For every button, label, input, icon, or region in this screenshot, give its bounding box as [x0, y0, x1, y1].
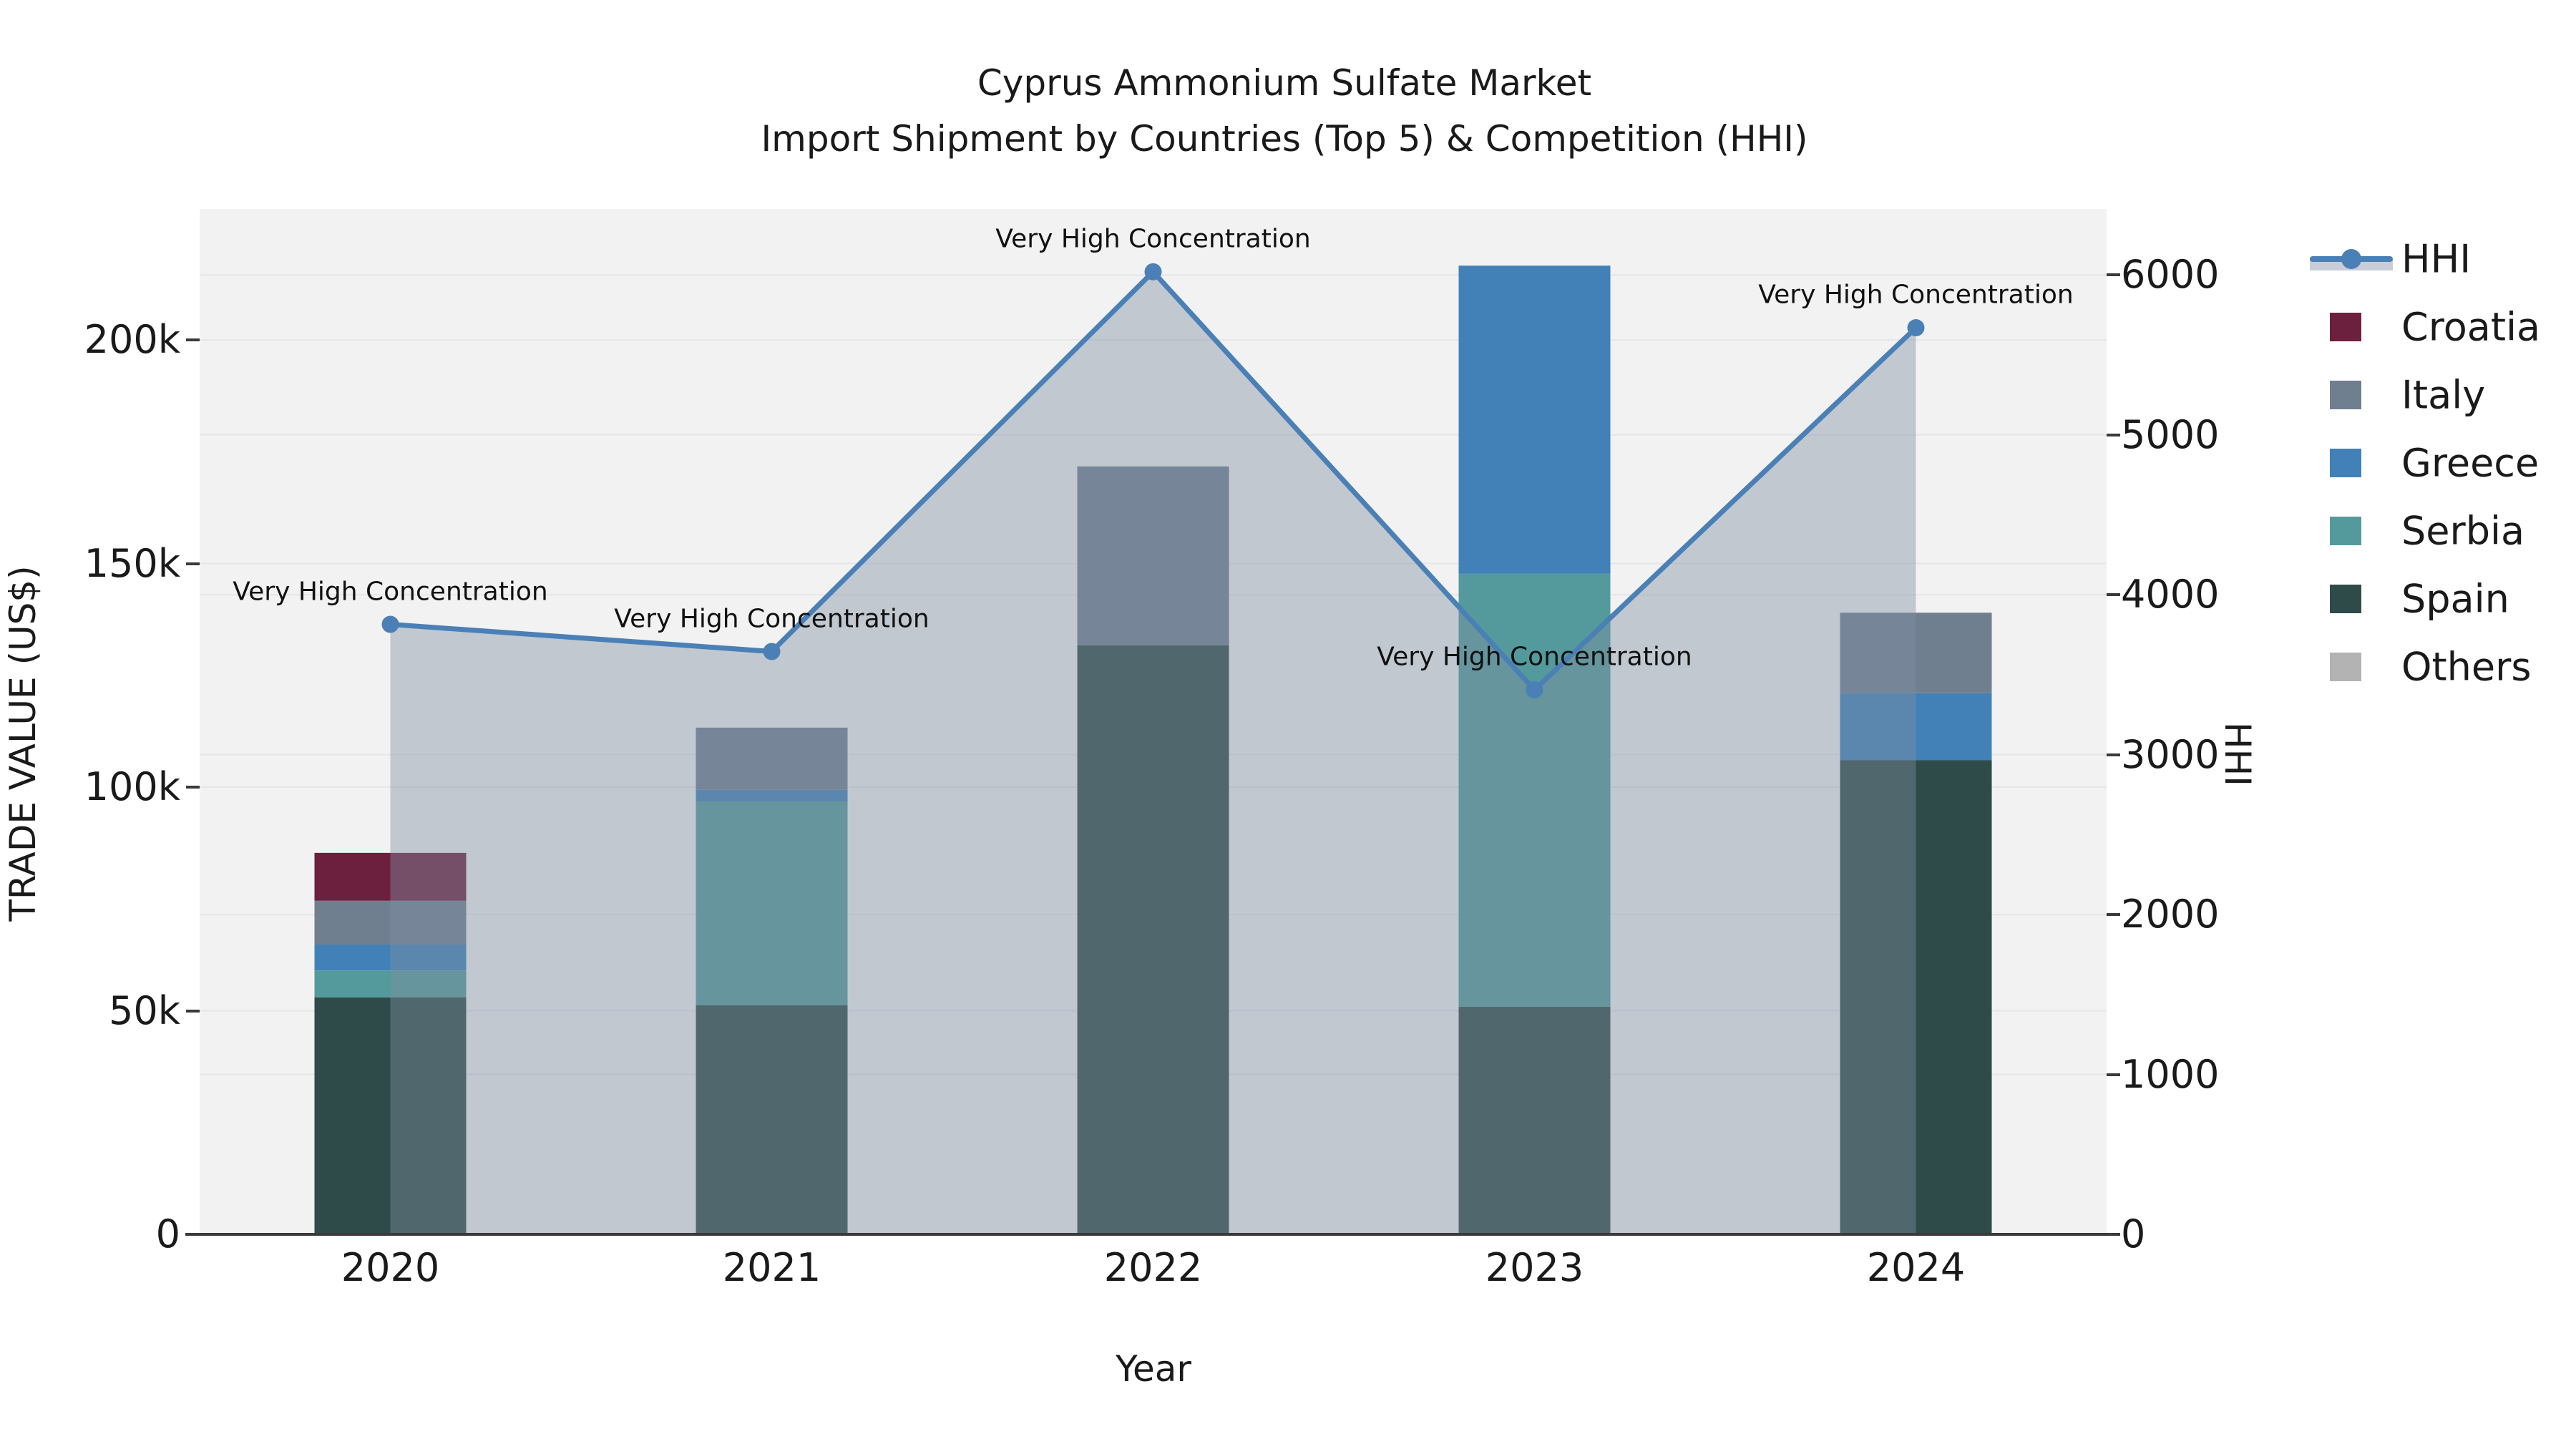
hhi-marker-2023	[1526, 681, 1543, 699]
bar-segment-italy-2022	[1077, 466, 1229, 645]
bar-segment-greece-2023	[1458, 265, 1611, 574]
hhi-marker-2021	[763, 643, 781, 660]
legend-swatch-spain	[2330, 585, 2361, 613]
bar-segment-italy-2020	[314, 900, 467, 945]
bar-segment-italy-2024	[1840, 613, 1992, 693]
chart-title-line1: Cyprus Ammonium Sulfate Market	[977, 62, 1592, 104]
x-axis-tick-2021: 2021	[722, 1245, 821, 1290]
y-axis-tick-right-3000: 3000	[2121, 731, 2220, 777]
hhi-marker-2022	[1144, 263, 1162, 280]
bar-segment-serbia-2020	[314, 970, 467, 997]
legend-symbol-hhi	[2310, 243, 2393, 275]
y-axis-tickmark-right	[2107, 753, 2120, 756]
y-axis-tick-left-0: 0	[155, 1211, 180, 1257]
hhi-marker-2020	[381, 615, 399, 633]
legend-swatch-serbia	[2330, 517, 2361, 545]
y-axis-tick-right-6000: 6000	[2121, 252, 2220, 298]
y-axis-tickmark-left	[186, 562, 200, 565]
annotation-2022: Very High Concentration	[995, 224, 1311, 254]
bar-segment-greece-2020	[314, 945, 467, 971]
legend-label-serbia: Serbia	[2401, 508, 2525, 554]
hhi-marker-2024	[1907, 319, 1925, 337]
y-axis-tickmark-left	[186, 786, 200, 789]
y-axis-tickmark-right	[2107, 1073, 2120, 1076]
annotation-2024: Very High Concentration	[1758, 280, 2074, 310]
bar-segment-spain-2021	[696, 1005, 848, 1234]
legend-hhi-dot	[2341, 249, 2361, 269]
chart-title-line2: Import Shipment by Countries (Top 5) & C…	[761, 118, 1808, 160]
y-axis-title-left: TRADE VALUE (US$)	[2, 565, 44, 922]
x-axis-tick-2024: 2024	[1866, 1245, 1966, 1290]
y-axis-tick-right-2000: 2000	[2121, 892, 2220, 937]
y-axis-tickmark-right	[2107, 593, 2120, 597]
y-axis-tickmark-left	[186, 1009, 200, 1013]
x-axis-tick-2022: 2022	[1103, 1245, 1203, 1290]
plot-area	[200, 209, 2107, 1234]
bar-segment-spain-2020	[314, 997, 467, 1234]
y-axis-tickmark-left	[186, 338, 200, 341]
legend-label-hhi: HHI	[2401, 236, 2472, 282]
legend-label-greece: Greece	[2401, 440, 2540, 486]
legend-label-spain: Spain	[2401, 576, 2509, 622]
y-axis-tick-left-50k: 50k	[109, 987, 180, 1033]
x-axis-spine	[185, 1233, 2107, 1236]
legend-label-others: Others	[2401, 644, 2532, 690]
legend-label-italy: Italy	[2401, 372, 2486, 418]
y-axis-tick-right-1000: 1000	[2121, 1051, 2220, 1097]
y-axis-tick-right-4000: 4000	[2121, 572, 2220, 618]
x-axis-tick-2020: 2020	[341, 1245, 440, 1290]
y-axis-tick-left-100k: 100k	[84, 764, 180, 809]
y-axis-tickmark-left	[186, 1233, 200, 1236]
bar-segment-spain-2023	[1458, 1006, 1611, 1234]
y-axis-tickmark-right	[2107, 913, 2120, 917]
bar-segment-serbia-2023	[1458, 573, 1611, 1007]
legend-swatch-italy	[2330, 381, 2361, 409]
hhi-area	[390, 271, 1916, 1234]
bar-segment-greece-2024	[1840, 693, 1992, 761]
x-axis-title: Year	[1116, 1348, 1191, 1390]
y-axis-tick-left-150k: 150k	[84, 540, 180, 586]
bar-segment-greece-2021	[696, 789, 848, 801]
chart-title: Cyprus Ammonium Sulfate Market Import Sh…	[0, 55, 2569, 167]
legend-swatch-greece	[2330, 449, 2361, 477]
annotation-2021: Very High Concentration	[614, 604, 930, 634]
legend-swatch-croatia	[2330, 313, 2361, 341]
bar-segment-italy-2021	[696, 727, 848, 790]
y-axis-tickmark-right	[2107, 273, 2120, 277]
y-axis-tickmark-right	[2107, 1233, 2120, 1236]
y-axis-tick-left-200k: 200k	[84, 317, 180, 362]
bar-segment-spain-2022	[1077, 645, 1229, 1234]
annotation-2020: Very High Concentration	[233, 577, 548, 607]
bar-segment-croatia-2020	[314, 852, 467, 901]
y-axis-tick-right-0: 0	[2121, 1211, 2146, 1257]
x-axis-tick-2023: 2023	[1485, 1245, 1584, 1290]
y-axis-tickmark-right	[2107, 433, 2120, 436]
bar-segment-serbia-2021	[696, 801, 848, 1005]
bar-segment-spain-2024	[1840, 760, 1992, 1234]
chart-canvas	[200, 263, 2107, 1234]
legend-label-croatia: Croatia	[2401, 304, 2541, 350]
legend-swatch-others	[2330, 653, 2361, 681]
y-axis-tick-right-5000: 5000	[2121, 411, 2220, 457]
annotation-2023: Very High Concentration	[1377, 642, 1692, 672]
